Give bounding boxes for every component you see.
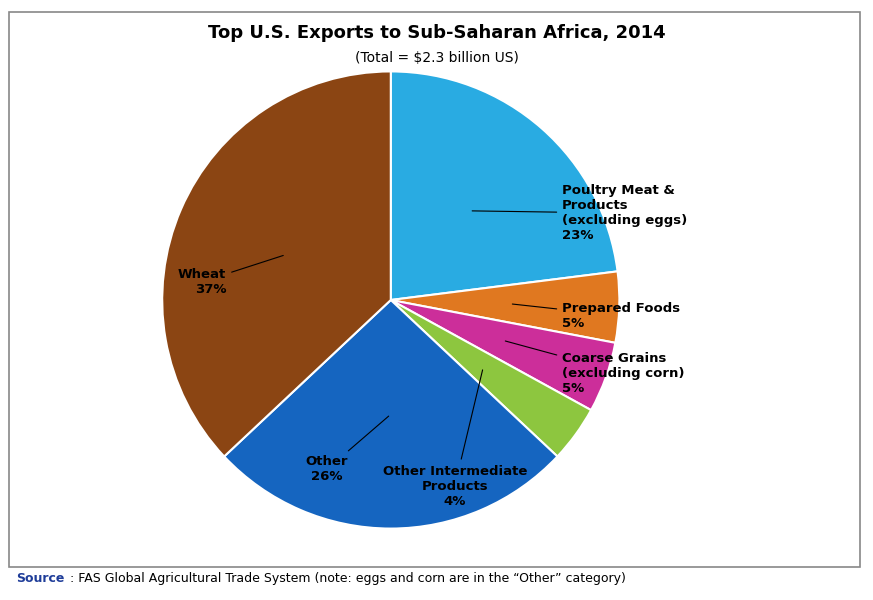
Wedge shape [391,300,615,410]
Text: Poultry Meat &
Products
(excluding eggs)
23%: Poultry Meat & Products (excluding eggs)… [472,184,687,242]
Text: : FAS Global Agricultural Trade System (note: eggs and corn are in the “Other” c: : FAS Global Agricultural Trade System (… [70,572,626,585]
Text: Other
26%: Other 26% [306,416,388,484]
Text: Coarse Grains
(excluding corn)
5%: Coarse Grains (excluding corn) 5% [505,341,684,395]
Wedge shape [224,300,557,529]
Text: (Total = $2.3 billion US): (Total = $2.3 billion US) [354,51,519,65]
Text: Source: Source [16,572,64,585]
Wedge shape [162,71,391,457]
Text: Other Intermediate
Products
4%: Other Intermediate Products 4% [382,370,527,508]
Text: Wheat
37%: Wheat 37% [178,256,283,296]
Wedge shape [391,300,591,457]
Text: Prepared Foods
5%: Prepared Foods 5% [512,302,680,330]
Wedge shape [391,71,617,300]
Text: Top U.S. Exports to Sub-Saharan Africa, 2014: Top U.S. Exports to Sub-Saharan Africa, … [208,24,665,42]
Wedge shape [391,271,619,343]
